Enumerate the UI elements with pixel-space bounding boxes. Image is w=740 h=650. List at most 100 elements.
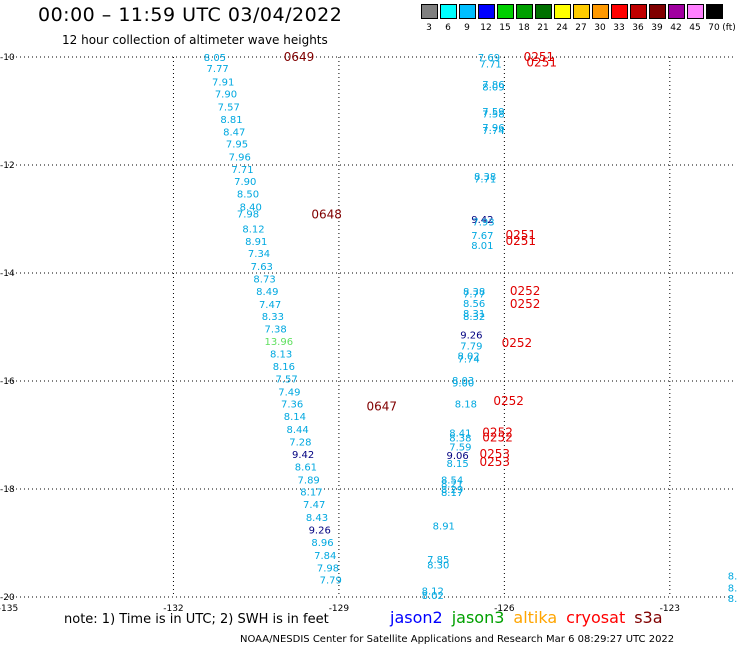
- page-title: 00:00 – 11:59 UTC 03/04/2022: [38, 4, 343, 26]
- wave-height-value: 7.59: [449, 442, 471, 453]
- pass-time-label: 0251: [526, 55, 557, 69]
- wave-height-value: 7.90: [215, 90, 237, 101]
- wave-height-value: 8.40: [240, 203, 262, 214]
- wave-height-value: 7.95: [226, 139, 248, 150]
- satellite-legend: jason2 jason3 altika cryosat s3a: [390, 608, 672, 627]
- legend-label: 30: [594, 23, 606, 33]
- pass-time-label: 0649: [284, 50, 315, 64]
- wave-height-value: 8.29: [441, 485, 463, 496]
- lon-tick-label: -126: [494, 604, 515, 614]
- legend-label: 36: [632, 23, 644, 33]
- wave-height-value: 7.57: [275, 374, 297, 385]
- lon-tick-label: -123: [660, 604, 680, 614]
- wave-height-value: 8.: [728, 594, 738, 605]
- pass-time-label: 0648: [311, 208, 342, 222]
- wave-height-value: 8.49: [256, 287, 278, 298]
- legend-label: 45: [689, 23, 701, 33]
- wave-height-value: 7.28: [289, 437, 311, 448]
- wave-height-value: 7.58: [482, 110, 504, 121]
- wave-height-value: 7.77: [207, 64, 229, 75]
- wave-height-value: 8.81: [220, 115, 242, 126]
- wave-height-value: 7.71: [480, 59, 502, 70]
- wave-height-value: 7.96: [229, 152, 251, 163]
- legend-swatch: [497, 4, 514, 19]
- wave-height-value: 8.16: [273, 362, 295, 373]
- wave-height-value: 8.12: [242, 225, 264, 236]
- wave-height-value: 8.54: [441, 475, 463, 486]
- wave-height-value: 7.49: [278, 387, 300, 398]
- wave-height-value: 13.96: [264, 337, 293, 348]
- wave-height-value: 7.89: [298, 475, 320, 486]
- wave-height-value: 7.79: [460, 341, 482, 352]
- pass-time-label: 0252: [510, 297, 541, 311]
- legend-swatch: [687, 4, 704, 19]
- wave-height-value: 7.38: [264, 325, 286, 336]
- wave-height-value: 8.50: [237, 190, 259, 201]
- wave-height-value: 8.32: [463, 312, 485, 323]
- lon-tick-label: -129: [329, 604, 350, 614]
- wave-height-value: 7.74: [482, 126, 504, 137]
- page-subtitle: 12 hour collection of altimeter wave hei…: [62, 33, 328, 47]
- wave-height-value: 8.31: [463, 309, 485, 320]
- wave-height-value: 7.93: [472, 218, 494, 229]
- legend-label: 9: [464, 23, 470, 33]
- wave-height-value: 8.02: [422, 591, 444, 602]
- wave-height-value: 8.12: [422, 587, 444, 598]
- wave-height-value: 7.84: [314, 551, 336, 562]
- wave-height-value: 8.14: [284, 412, 306, 423]
- wave-height-value: 7.67: [471, 231, 493, 242]
- pass-time-label: 0252: [482, 431, 513, 445]
- legend-swatch: [478, 4, 495, 19]
- legend-swatch: [440, 4, 457, 19]
- wave-height-value: 7.96: [482, 123, 504, 134]
- wave-height-value: 8.09: [482, 83, 504, 94]
- legend-label: 15: [499, 23, 511, 33]
- legend-swatch: [649, 4, 666, 19]
- legend-swatch: [668, 4, 685, 19]
- legend-swatch: [573, 4, 590, 19]
- wave-height-value: 9.06: [446, 451, 468, 462]
- legend-swatch: [421, 4, 438, 19]
- legend-label: 21: [537, 23, 549, 33]
- wave-height-value: 7.98: [317, 563, 339, 574]
- legend-label: 12: [480, 23, 492, 33]
- lat-tick-label: -20: [0, 593, 15, 603]
- wave-height-value: 8.33: [262, 312, 284, 323]
- pass-time-label: 0252: [510, 284, 541, 298]
- wave-height-value: 8.17: [441, 488, 463, 499]
- note-text: note: 1) Time is in UTC; 2) SWH is in fe…: [64, 612, 329, 627]
- lat-tick-label: -12: [0, 161, 15, 171]
- lon-tick-label: -132: [163, 604, 183, 614]
- wave-height-value: 7.98: [237, 210, 259, 221]
- footer-credit: NOAA/NESDIS Center for Satellite Applica…: [240, 634, 675, 645]
- legend-swatch: [611, 4, 628, 19]
- wave-height-value: 7.79: [320, 576, 342, 587]
- wave-height-value: 8.73: [253, 274, 275, 285]
- satellite-label: cryosat: [566, 608, 626, 627]
- wave-height-value: 7.74: [457, 354, 479, 365]
- wave-height-value: 8.38: [449, 434, 471, 445]
- wave-height-value: 7.86: [482, 80, 504, 91]
- legend-label: 24: [556, 23, 568, 33]
- wave-height-value: 9.42: [292, 450, 314, 461]
- pass-time-label: 0252: [493, 394, 524, 408]
- wave-height-value: 8.47: [223, 128, 245, 139]
- wave-height-value: 8.30: [427, 561, 449, 572]
- pass-time-label: 0253: [480, 455, 511, 469]
- wave-height-value: 7.36: [281, 400, 303, 411]
- legend-swatch: [554, 4, 571, 19]
- wave-height-value: 9.26: [309, 526, 331, 537]
- lat-tick-label: -18: [0, 485, 15, 495]
- altimeter-observations: 8.057.777.917.907.578.818.477.957.967.71…: [204, 50, 737, 605]
- pass-time-label: 0251: [505, 228, 536, 242]
- wave-height-value: 7.85: [427, 555, 449, 566]
- legend-label: 33: [613, 23, 625, 33]
- wave-height-value: 7.71: [231, 165, 253, 176]
- legend-swatch: [706, 4, 723, 19]
- legend-unit: (ft): [722, 23, 736, 33]
- wave-height-value: 8.02: [457, 352, 479, 363]
- lat-tick-label: -10: [0, 53, 15, 63]
- legend-swatch: [535, 4, 552, 19]
- pass-time-label: 0251: [505, 234, 536, 248]
